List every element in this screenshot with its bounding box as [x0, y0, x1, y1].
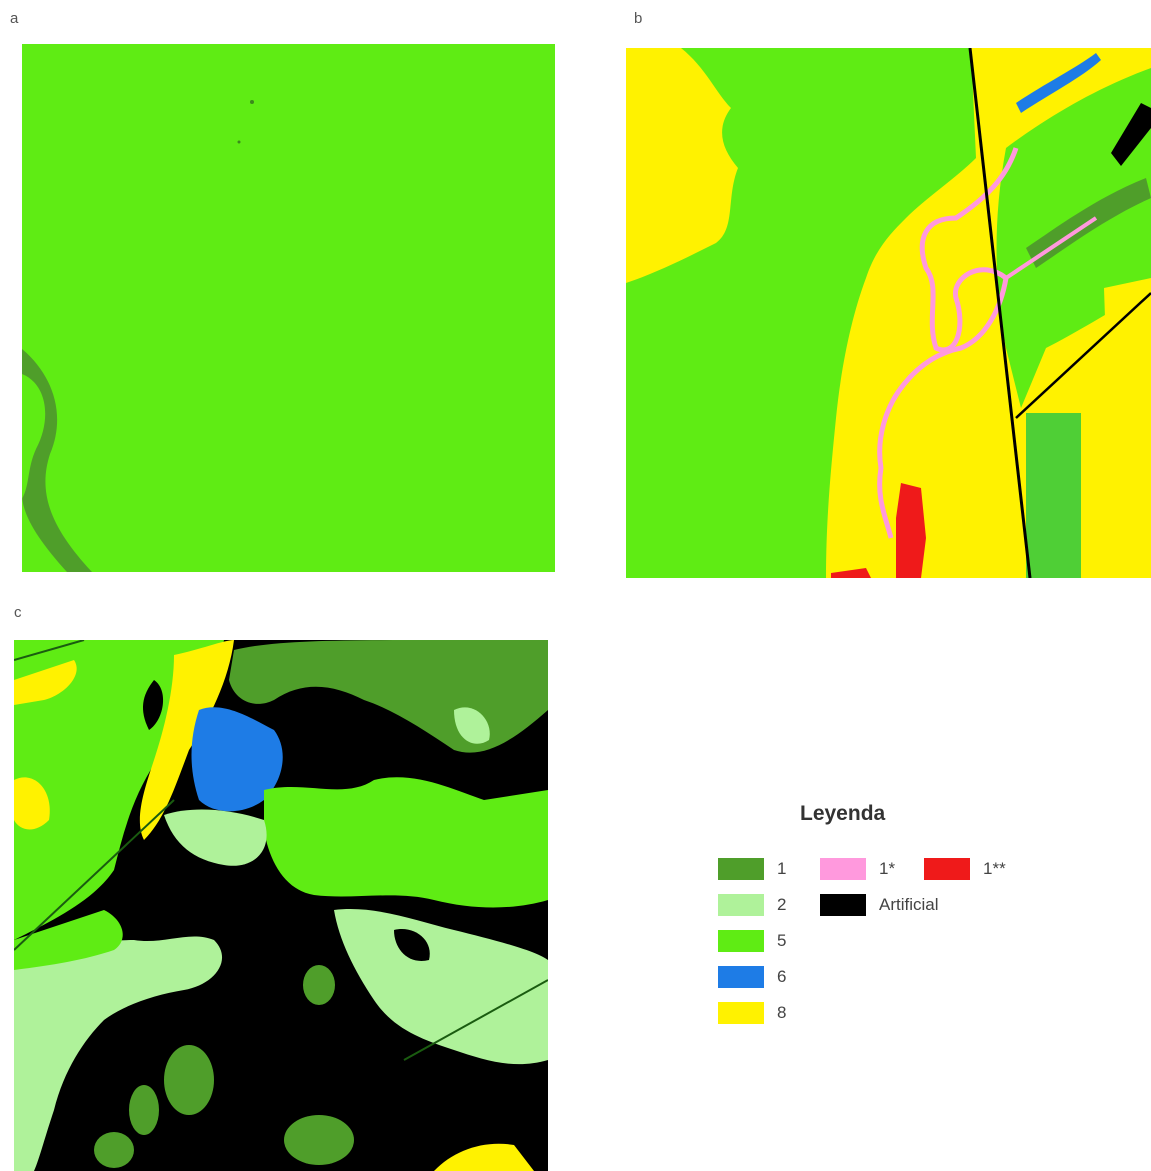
- legend-swatch: [820, 858, 866, 880]
- legend-label: 1**: [983, 859, 1006, 878]
- legend-label: 6: [777, 967, 787, 986]
- legend-swatch: [718, 894, 764, 916]
- legend-swatch: [924, 858, 970, 880]
- legend-label: 1: [777, 859, 787, 878]
- legend-label: 1*: [879, 859, 896, 878]
- map-panel-a: [22, 44, 555, 572]
- map-panel-c: [14, 640, 548, 1171]
- map-panel-b: [626, 48, 1151, 578]
- panel-label-c: c: [14, 604, 22, 621]
- legend-label: Artificial: [879, 895, 939, 914]
- pink-river: [877, 147, 1019, 539]
- legend-swatch: [820, 894, 866, 916]
- legend-label: 2: [777, 895, 787, 914]
- legend-swatch: [718, 966, 764, 988]
- legend-swatch: [718, 930, 764, 952]
- panel-label-b: b: [634, 10, 643, 27]
- legend-swatch: [718, 858, 764, 880]
- legend-title: Leyenda: [800, 802, 886, 825]
- legend-label: 8: [777, 1003, 787, 1022]
- legend-label: 5: [777, 931, 787, 950]
- legend-swatch: [718, 1002, 764, 1024]
- panel-label-a: a: [10, 10, 19, 27]
